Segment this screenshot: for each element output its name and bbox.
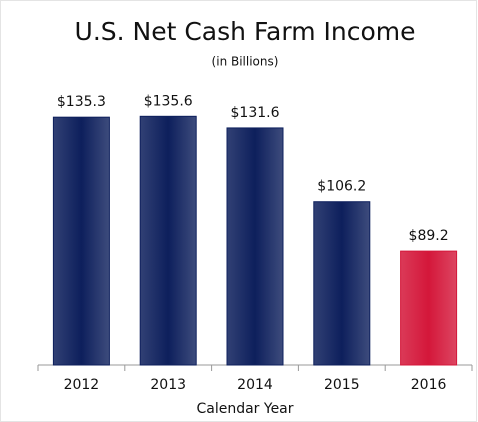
value-label: $131.6	[231, 105, 280, 121]
x-tick-label: 2012	[64, 377, 100, 393]
value-label: $135.6	[144, 93, 193, 109]
x-tick-label: 2016	[411, 377, 447, 393]
value-label: $135.3	[57, 94, 106, 110]
chart-subtitle: (in Billions)	[212, 55, 279, 69]
bar	[313, 201, 371, 366]
bar	[400, 250, 458, 366]
chart-title: U.S. Net Cash Farm Income	[75, 17, 416, 46]
bar	[52, 116, 110, 366]
x-tick-label: 2015	[324, 377, 360, 393]
value-label: $106.2	[317, 179, 366, 195]
bar	[139, 115, 197, 366]
value-label: $89.2	[409, 228, 449, 244]
x-axis-label: Calendar Year	[196, 401, 293, 417]
x-tick-label: 2013	[150, 377, 186, 393]
bar	[226, 127, 284, 366]
x-tick-label: 2014	[237, 377, 273, 393]
